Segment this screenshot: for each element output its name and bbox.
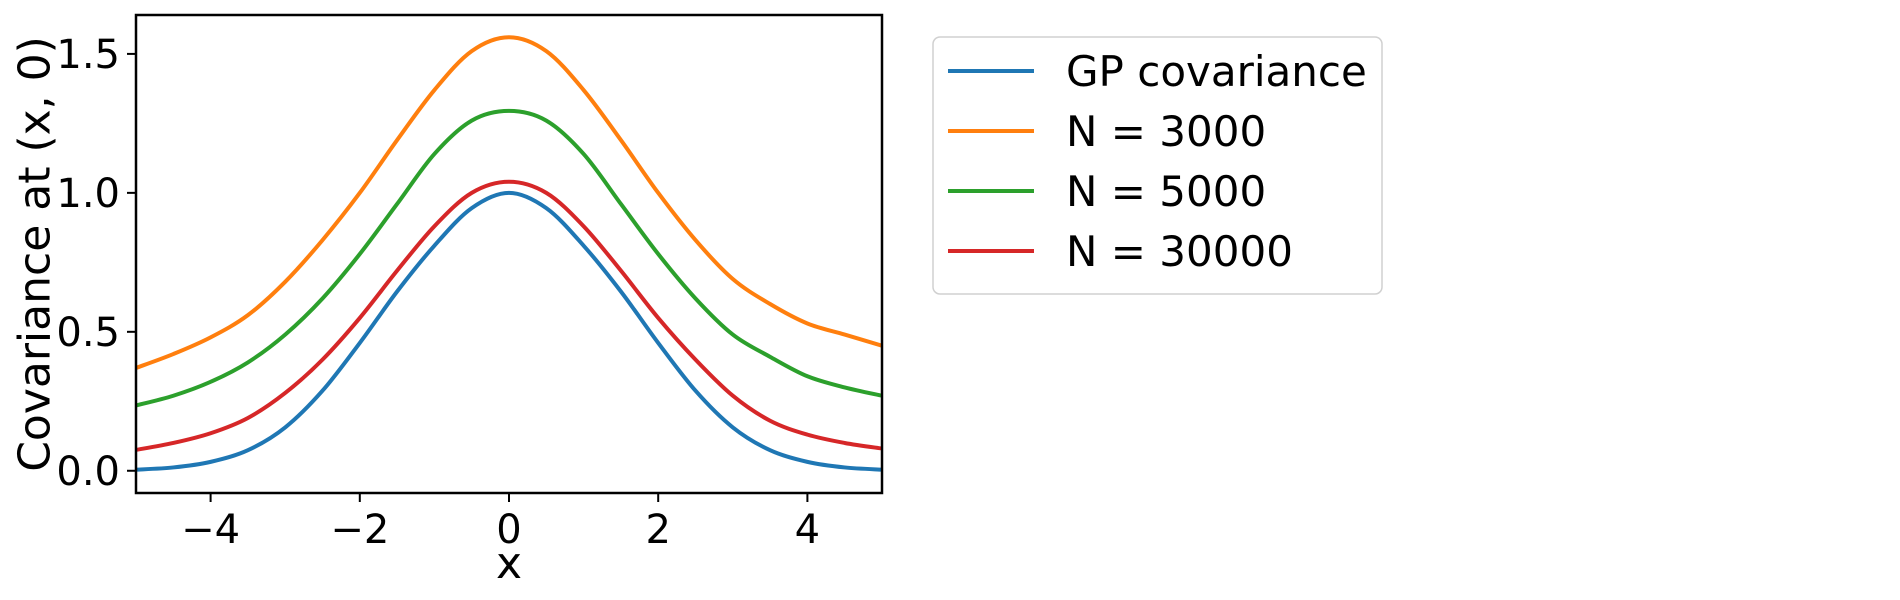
x-tick-label: 0 xyxy=(496,507,521,553)
y-tick-label: 0.5 xyxy=(56,310,120,356)
y-tick-label: 1.5 xyxy=(56,32,120,78)
x-tick-label: 4 xyxy=(795,507,820,553)
series-group xyxy=(136,35,882,472)
y-tick-label: 1.0 xyxy=(56,171,120,217)
series-line-3 xyxy=(136,179,882,452)
legend-label-1: N = 3000 xyxy=(1066,107,1266,156)
legend-label-3: N = 30000 xyxy=(1066,227,1293,276)
x-tick-label: 2 xyxy=(645,507,670,553)
legend-label-2: N = 5000 xyxy=(1066,167,1266,216)
legend: GP covariance N = 3000 N = 5000 N = 30000 xyxy=(932,36,1383,295)
y-tick-label: 0.0 xyxy=(56,449,120,495)
series-line-0 xyxy=(136,190,882,472)
plot-area: −4 −2 0 2 4 0.0 0.5 1.0 1.5 x Covariance at (x, 0) xyxy=(10,13,884,589)
series-line-1 xyxy=(136,35,882,370)
legend-label-0: GP covariance xyxy=(1066,47,1367,96)
series-line-2 xyxy=(136,108,882,408)
x-axis-label: x xyxy=(496,538,522,589)
legend-frame xyxy=(932,36,1383,295)
y-axis-label: Covariance at (x, 0) xyxy=(10,36,61,472)
x-tick-label: −4 xyxy=(181,507,240,553)
x-tick-label: −2 xyxy=(330,507,389,553)
